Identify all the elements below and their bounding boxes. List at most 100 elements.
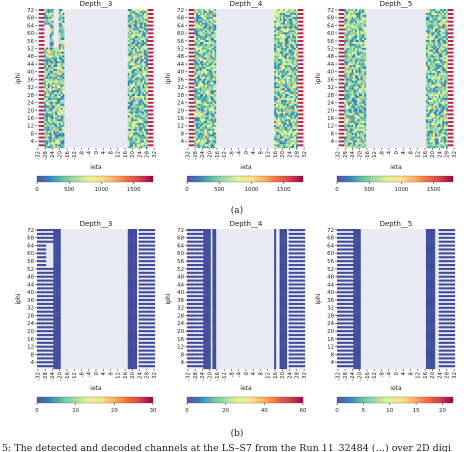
heatmap-cell: [288, 68, 291, 71]
heatmap-cell: [145, 51, 148, 54]
heatmap-cell: [349, 105, 352, 108]
heatmap-cell: [340, 128, 343, 131]
heatmap-cell: [290, 32, 293, 35]
heatmap-cell: [144, 78, 147, 81]
heatmap-cell: [338, 113, 341, 116]
heatmap-cell: [192, 30, 195, 33]
heatmap-cell: [129, 126, 132, 129]
heatmap-cell: [297, 126, 300, 129]
heatmap-cell: [145, 14, 148, 17]
heatmap-cell: [297, 36, 300, 39]
heatmap-cell: [136, 111, 139, 114]
heatmap-cell: [277, 59, 280, 62]
heatmap-cell: [344, 32, 347, 35]
heatmap-cell: [295, 117, 298, 120]
heatmap-cell: [214, 78, 217, 81]
heatmap-cell: [279, 64, 282, 68]
heatmap-cell: [344, 122, 347, 125]
heatmap-cell: [135, 84, 137, 87]
heatmap-cell: [286, 122, 289, 125]
heatmap-cell: [344, 53, 347, 56]
heatmap-cell: [342, 51, 345, 54]
heatmap-cell: [290, 68, 293, 71]
heatmap-cell: [299, 49, 302, 52]
heatmap-cell: [203, 47, 206, 50]
heatmap-cell: [351, 34, 354, 37]
heatmap-cell: [47, 132, 50, 135]
heatmap-cell: [201, 43, 204, 46]
heatmap-cell: [131, 66, 134, 69]
heatmap-cell: [49, 10, 52, 14]
heatmap-cell: [38, 126, 41, 129]
heatmap-cell: [347, 32, 350, 35]
heatmap-cell: [299, 51, 302, 54]
heatmap-cell: [340, 16, 343, 19]
heatmap-cell: [288, 132, 291, 135]
heatmap-cell: [294, 76, 297, 79]
heatmap-cell: [136, 128, 139, 131]
heatmap-cell: [290, 119, 293, 122]
heatmap-cell: [203, 103, 206, 106]
heatmap-cell: [285, 115, 287, 118]
heatmap-cell: [214, 119, 217, 122]
heatmap-cell: [212, 97, 215, 100]
heatmap-cell: [51, 76, 54, 79]
heatmap-cell: [206, 82, 209, 85]
heatmap-cell: [149, 70, 152, 73]
heatmap-cell: [140, 61, 143, 64]
heatmap-cell: [214, 84, 217, 87]
heatmap-cell: [349, 84, 352, 87]
heatmap-cell: [340, 113, 343, 116]
heatmap-cell: [281, 61, 284, 64]
heatmap-cell: [301, 64, 304, 68]
heatmap-cell: [212, 28, 215, 31]
heatmap-cell: [46, 88, 49, 91]
heatmap-cell: [275, 103, 278, 106]
heatmap-cell: [292, 132, 295, 135]
heatmap-cell: [129, 97, 132, 100]
heatmap-cell: [58, 146, 61, 149]
heatmap-cell: [55, 49, 58, 52]
heatmap-cell: [58, 26, 61, 29]
heatmap-cell: [190, 76, 193, 79]
heatmap-cell: [290, 66, 293, 69]
heatmap-cell: [49, 144, 52, 147]
heatmap-cell: [347, 47, 350, 50]
heatmap-cell: [295, 126, 298, 129]
heatmap-cell: [347, 59, 350, 62]
heatmap-cell: [210, 99, 213, 102]
heatmap-cell: [275, 117, 278, 120]
heatmap-cell: [281, 92, 284, 95]
heatmap-cell: [203, 115, 206, 118]
heatmap-cell: [190, 9, 193, 12]
heatmap-cell: [201, 49, 204, 52]
heatmap-cell: [283, 101, 286, 104]
heatmap-cell: [192, 99, 195, 102]
heatmap-cell: [340, 111, 343, 114]
heatmap-cell: [346, 124, 349, 127]
heatmap-cell: [344, 36, 347, 39]
heatmap-cell: [58, 93, 61, 97]
heatmap-cell: [58, 92, 61, 95]
heatmap-cell: [60, 136, 63, 139]
heatmap-cell: [138, 47, 141, 50]
heatmap-cell: [205, 82, 208, 85]
heatmap-cell: [46, 47, 49, 50]
y-tick-label: 24: [27, 101, 34, 107]
heatmap-cell: [274, 105, 277, 108]
heatmap-cell: [56, 47, 59, 50]
heatmap-cell: [38, 95, 41, 98]
heatmap-cell: [131, 120, 134, 124]
heatmap-cell: [288, 117, 291, 120]
heatmap-cell: [151, 115, 154, 118]
heatmap-cell: [283, 68, 286, 71]
heatmap-cell: [196, 109, 199, 112]
heatmap-cell: [297, 74, 300, 77]
heatmap-cell: [147, 30, 150, 33]
heatmap-cell: [338, 136, 341, 139]
heatmap-cell: [188, 140, 191, 143]
heatmap-cell: [199, 101, 202, 104]
heatmap-cell: [285, 111, 287, 114]
heatmap-cell: [192, 72, 195, 75]
heatmap-cell: [127, 92, 130, 95]
